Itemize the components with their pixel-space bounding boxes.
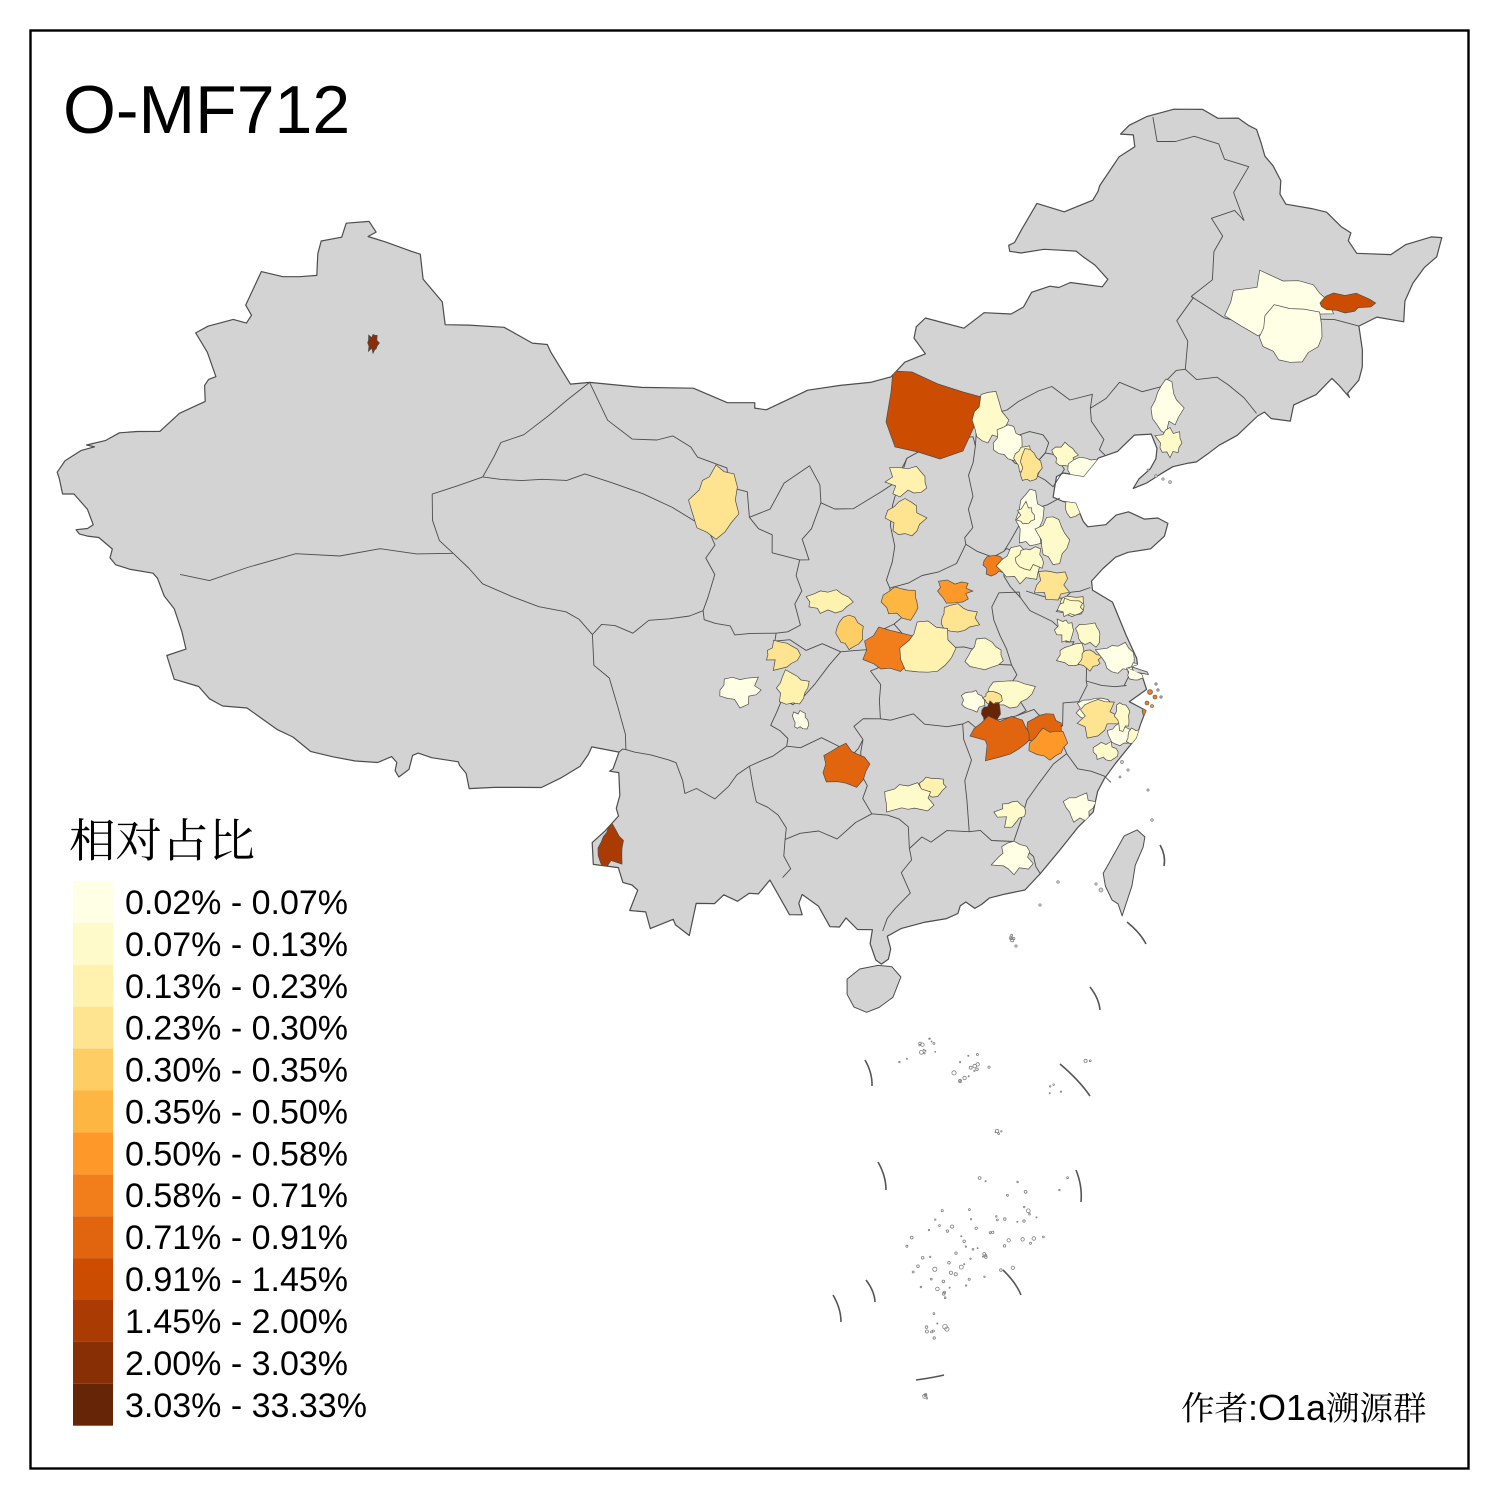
svg-text:0.35% - 0.50%: 0.35% - 0.50% (125, 1094, 348, 1132)
svg-text:3.03% - 33.33%: 3.03% - 33.33% (125, 1387, 367, 1425)
svg-text:0.02% - 0.07%: 0.02% - 0.07% (125, 884, 348, 922)
svg-text:0.58% - 0.71%: 0.58% - 0.71% (125, 1177, 348, 1215)
svg-text::O1a: :O1a (1248, 1387, 1327, 1428)
svg-text:1.45% - 2.00%: 1.45% - 2.00% (125, 1303, 348, 1341)
svg-text:0.23% - 0.30%: 0.23% - 0.30% (125, 1010, 348, 1048)
svg-text:0.50% - 0.58%: 0.50% - 0.58% (125, 1135, 348, 1173)
svg-text:0.71% - 0.91%: 0.71% - 0.91% (125, 1219, 348, 1257)
svg-text:0.13% - 0.23%: 0.13% - 0.23% (125, 968, 348, 1006)
svg-text:0.91% - 1.45%: 0.91% - 1.45% (125, 1261, 348, 1299)
svg-text:O-MF712: O-MF712 (63, 72, 350, 148)
svg-text:2.00% - 3.03%: 2.00% - 3.03% (125, 1345, 348, 1383)
svg-text:0.30% - 0.35%: 0.30% - 0.35% (125, 1052, 348, 1090)
svg-text:0.07% - 0.13%: 0.07% - 0.13% (125, 926, 348, 964)
